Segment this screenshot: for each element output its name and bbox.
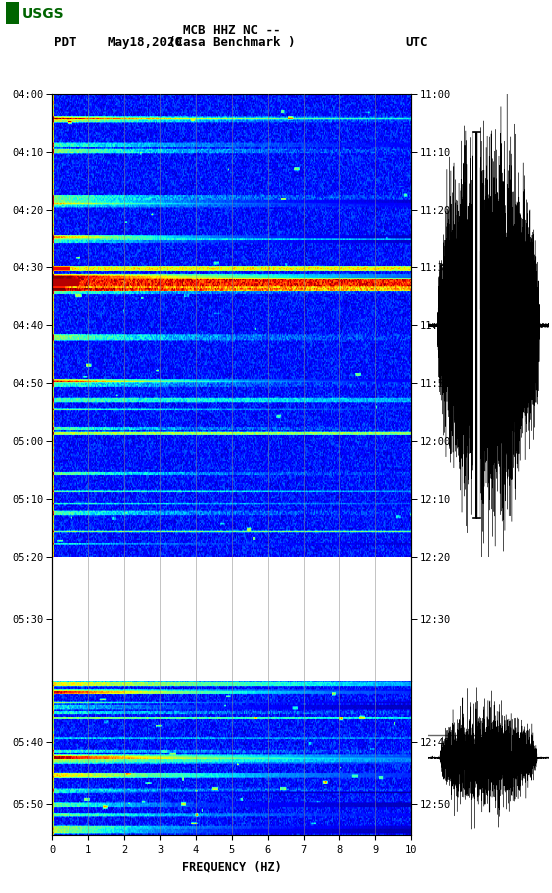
Text: USGS: USGS bbox=[22, 7, 65, 21]
X-axis label: FREQUENCY (HZ): FREQUENCY (HZ) bbox=[182, 860, 282, 873]
Bar bbox=[6, 2, 19, 24]
Text: MCB HHZ NC --: MCB HHZ NC -- bbox=[183, 24, 280, 37]
Text: May18,2020: May18,2020 bbox=[108, 37, 183, 49]
Text: UTC: UTC bbox=[406, 37, 428, 49]
Text: (Casa Benchmark ): (Casa Benchmark ) bbox=[168, 37, 295, 49]
Text: PDT: PDT bbox=[54, 37, 77, 49]
